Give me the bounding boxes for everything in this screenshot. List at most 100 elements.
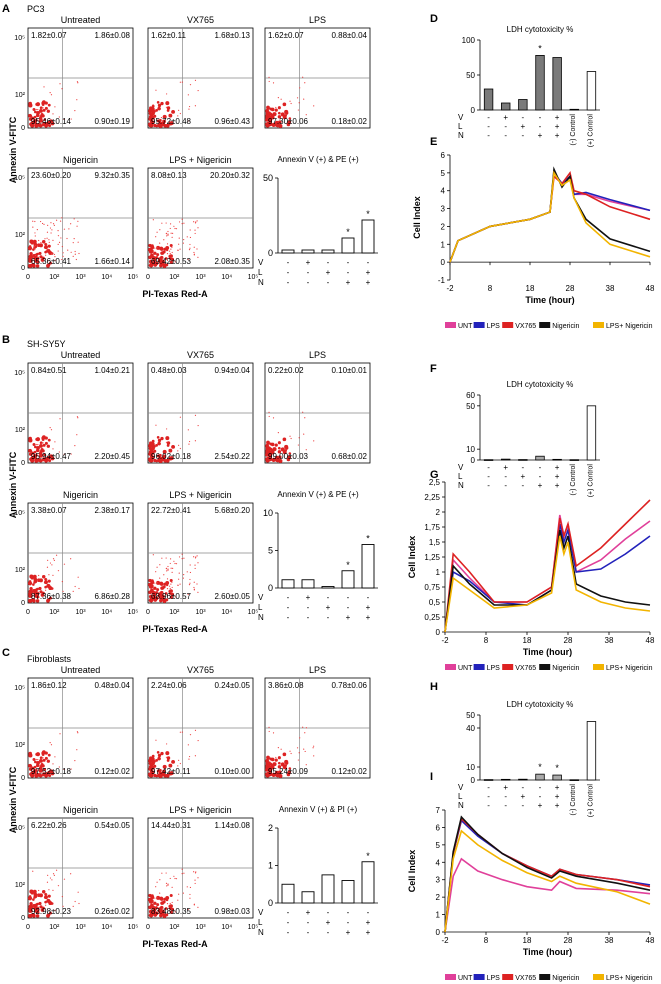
event-dot [34, 235, 36, 237]
q-lr-panel_B-4: 2.60±0.05 [214, 592, 250, 601]
event-dot [187, 94, 189, 96]
event-dot [33, 450, 37, 454]
bar-B-bar-L+N [361, 544, 375, 589]
event-dot [277, 450, 282, 454]
cell-line-panel_A: PC3 [27, 4, 45, 14]
event-dot [46, 244, 48, 246]
ldh-title-D: LDH cytotoxicity % [507, 25, 574, 34]
event-dot [179, 81, 181, 83]
y-tick-panel_A-3: 0 [21, 265, 25, 272]
y-tick-panel_A-0: 10⁵ [14, 35, 25, 42]
event-dot [197, 591, 199, 593]
sign-C-bar: - [287, 918, 290, 927]
sign-F: - [487, 472, 490, 481]
x-tick-panel_C-3: 10⁵ [128, 924, 139, 931]
x-label-I: Time (hour) [523, 947, 572, 957]
legend-label-I: LPS+ Nigericin [606, 975, 653, 982]
ldh-bar-F-UNT [483, 459, 494, 461]
legend-label-I: VX765 [515, 975, 536, 982]
event-dot [36, 595, 40, 599]
q-lr-panel_C-0: 0.12±0.02 [94, 767, 130, 776]
ldh-bar-D-UNT [483, 88, 494, 111]
event-dot [53, 559, 55, 561]
event-dot [155, 759, 158, 762]
event-dot [45, 589, 47, 591]
legend-swatch-I [539, 974, 551, 980]
x-tick-E: 18 [526, 284, 535, 293]
event-dot [167, 234, 169, 236]
event-dot [39, 578, 43, 583]
event-dot [162, 585, 166, 589]
sign-D: - [504, 122, 507, 131]
sign-H: - [487, 801, 490, 810]
control-label-F: (-) Control [570, 464, 577, 496]
event-dot [166, 570, 168, 572]
sign-B-bar: - [367, 593, 370, 602]
event-dot [43, 768, 47, 772]
q-ul-panel_C-0: 1.86±0.12 [31, 681, 67, 690]
event-dot [149, 769, 153, 773]
event-dot [290, 102, 292, 105]
y-tick-panel_B-3: 10² [15, 567, 26, 574]
event-dot [168, 906, 172, 910]
row-label-B-bar: L [258, 603, 263, 612]
y-tick-H: 10 [466, 763, 475, 772]
ldh-bar-H-N [535, 773, 545, 781]
event-dot [159, 577, 161, 579]
event-dot [54, 106, 56, 108]
control-label-F: (+) Control [587, 464, 594, 498]
event-dot [58, 241, 61, 243]
event-dot [155, 444, 158, 447]
event-dot [171, 886, 173, 888]
event-dot [157, 592, 159, 594]
event-dot [277, 765, 282, 769]
event-dot [51, 229, 53, 231]
event-dot [157, 103, 162, 108]
event-dot [160, 751, 164, 756]
event-dot [174, 877, 176, 880]
y-axis-label-panel_A: Annexin V-FITC [8, 116, 18, 183]
y-tick-A-bar: 0 [268, 248, 273, 258]
row-label-C-bar: L [258, 918, 263, 927]
x-tick-panel_C-4: 10² [169, 924, 180, 931]
event-dot [46, 881, 49, 883]
event-dot [296, 97, 299, 99]
ldh-bar-F-(-) Control [569, 459, 579, 461]
event-dot [169, 456, 174, 461]
event-dot [169, 771, 174, 776]
y-tick-I: 1 [436, 911, 441, 920]
event-dot [194, 564, 196, 566]
event-dot [285, 446, 289, 450]
event-dot [282, 102, 287, 107]
event-dot [42, 443, 46, 447]
event-dot [181, 557, 183, 560]
event-dot [287, 770, 292, 774]
ldh-bar-H-(+) Control [586, 721, 597, 781]
sign-F: + [555, 481, 560, 490]
event-dot [61, 88, 63, 90]
event-dot [285, 761, 289, 765]
q-lr-panel_C-3: 0.26±0.02 [94, 907, 130, 916]
q-ll-panel_C-3: 92.98±0.23 [31, 907, 72, 916]
event-dot [158, 908, 162, 912]
event-dot [74, 250, 76, 253]
event-dot [274, 443, 278, 447]
control-label-H: (+) Control [587, 784, 594, 818]
event-dot [78, 587, 80, 590]
sig-star-B-bar: * [366, 534, 370, 544]
event-dot [275, 106, 277, 109]
event-dot [174, 261, 176, 263]
event-dot [28, 767, 33, 771]
row-label-B-bar: V [258, 593, 264, 602]
y-tick-G: 0,5 [429, 598, 441, 607]
x-tick-panel_C-3: 10⁴ [101, 924, 112, 931]
q-lr-panel_B-3: 6.86±0.28 [94, 592, 130, 601]
y-tick-E: 2 [441, 222, 446, 231]
ldh-bar-F-(+) Control [586, 405, 597, 461]
x-tick-I: 18 [523, 936, 532, 945]
event-dot [42, 442, 44, 444]
event-dot [44, 580, 48, 585]
event-dot [167, 233, 169, 235]
y-tick-E: 1 [441, 240, 446, 249]
